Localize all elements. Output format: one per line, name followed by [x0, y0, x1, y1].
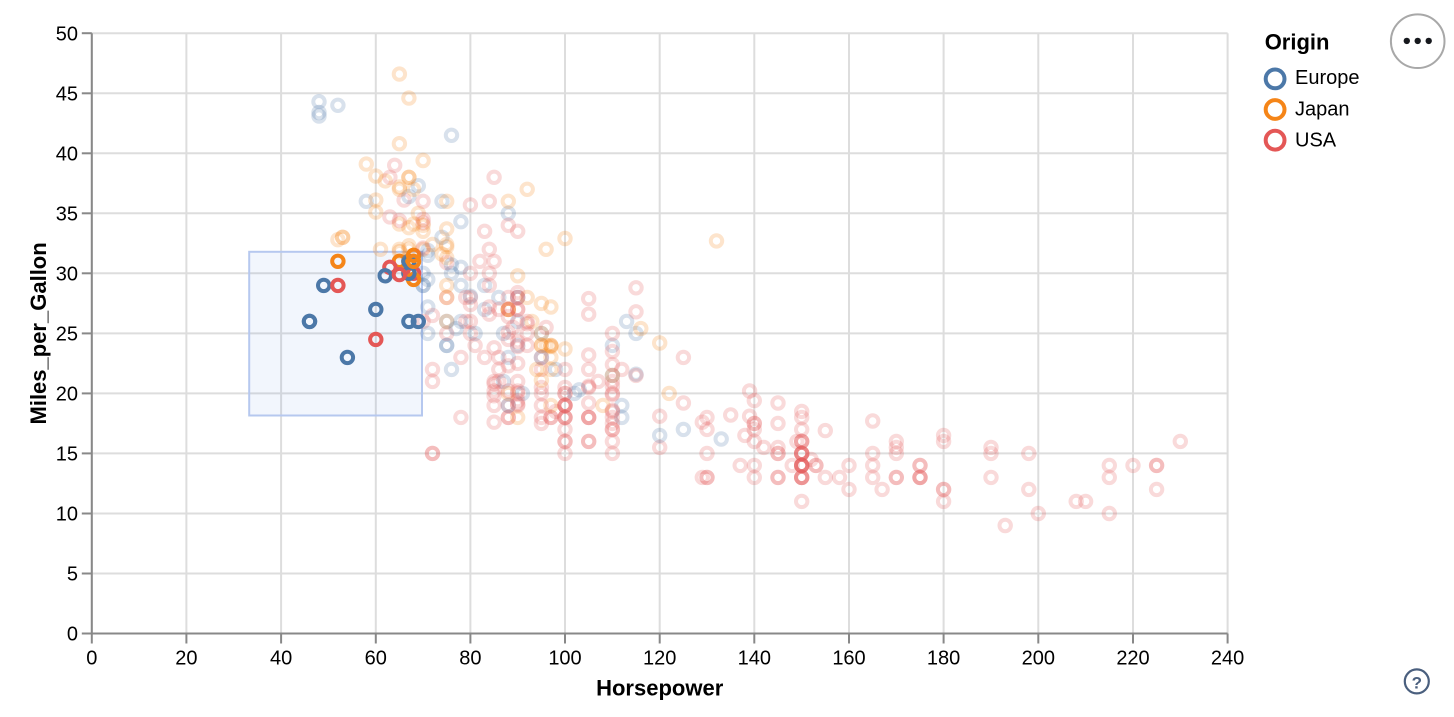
svg-text:180: 180	[927, 648, 960, 670]
svg-text:20: 20	[56, 384, 78, 406]
svg-text:0: 0	[67, 624, 78, 646]
svg-text:30: 30	[56, 264, 78, 286]
svg-text:0: 0	[86, 648, 97, 670]
svg-text:200: 200	[1022, 648, 1055, 670]
svg-text:5: 5	[67, 564, 78, 586]
svg-text:Horsepower: Horsepower	[596, 675, 724, 700]
svg-text:15: 15	[56, 444, 78, 466]
svg-text:?: ?	[1412, 674, 1422, 693]
svg-text:80: 80	[459, 648, 481, 670]
svg-text:140: 140	[738, 648, 771, 670]
svg-text:50: 50	[56, 24, 78, 46]
svg-text:10: 10	[56, 504, 78, 526]
svg-text:Origin: Origin	[1265, 29, 1330, 54]
svg-text:Miles_per_Gallon: Miles_per_Gallon	[26, 242, 51, 424]
svg-text:45: 45	[56, 84, 78, 106]
svg-text:35: 35	[56, 204, 78, 226]
svg-text:25: 25	[56, 324, 78, 346]
svg-text:120: 120	[643, 648, 676, 670]
svg-text:Europe: Europe	[1295, 67, 1360, 89]
svg-text:40: 40	[56, 144, 78, 166]
svg-text:240: 240	[1211, 648, 1244, 670]
svg-text:220: 220	[1116, 648, 1149, 670]
svg-text:USA: USA	[1295, 129, 1337, 151]
svg-text:Japan: Japan	[1295, 98, 1350, 120]
svg-text:60: 60	[365, 648, 387, 670]
svg-text:160: 160	[832, 648, 865, 670]
svg-text:20: 20	[175, 648, 197, 670]
svg-text:40: 40	[270, 648, 292, 670]
svg-text:100: 100	[548, 648, 581, 670]
